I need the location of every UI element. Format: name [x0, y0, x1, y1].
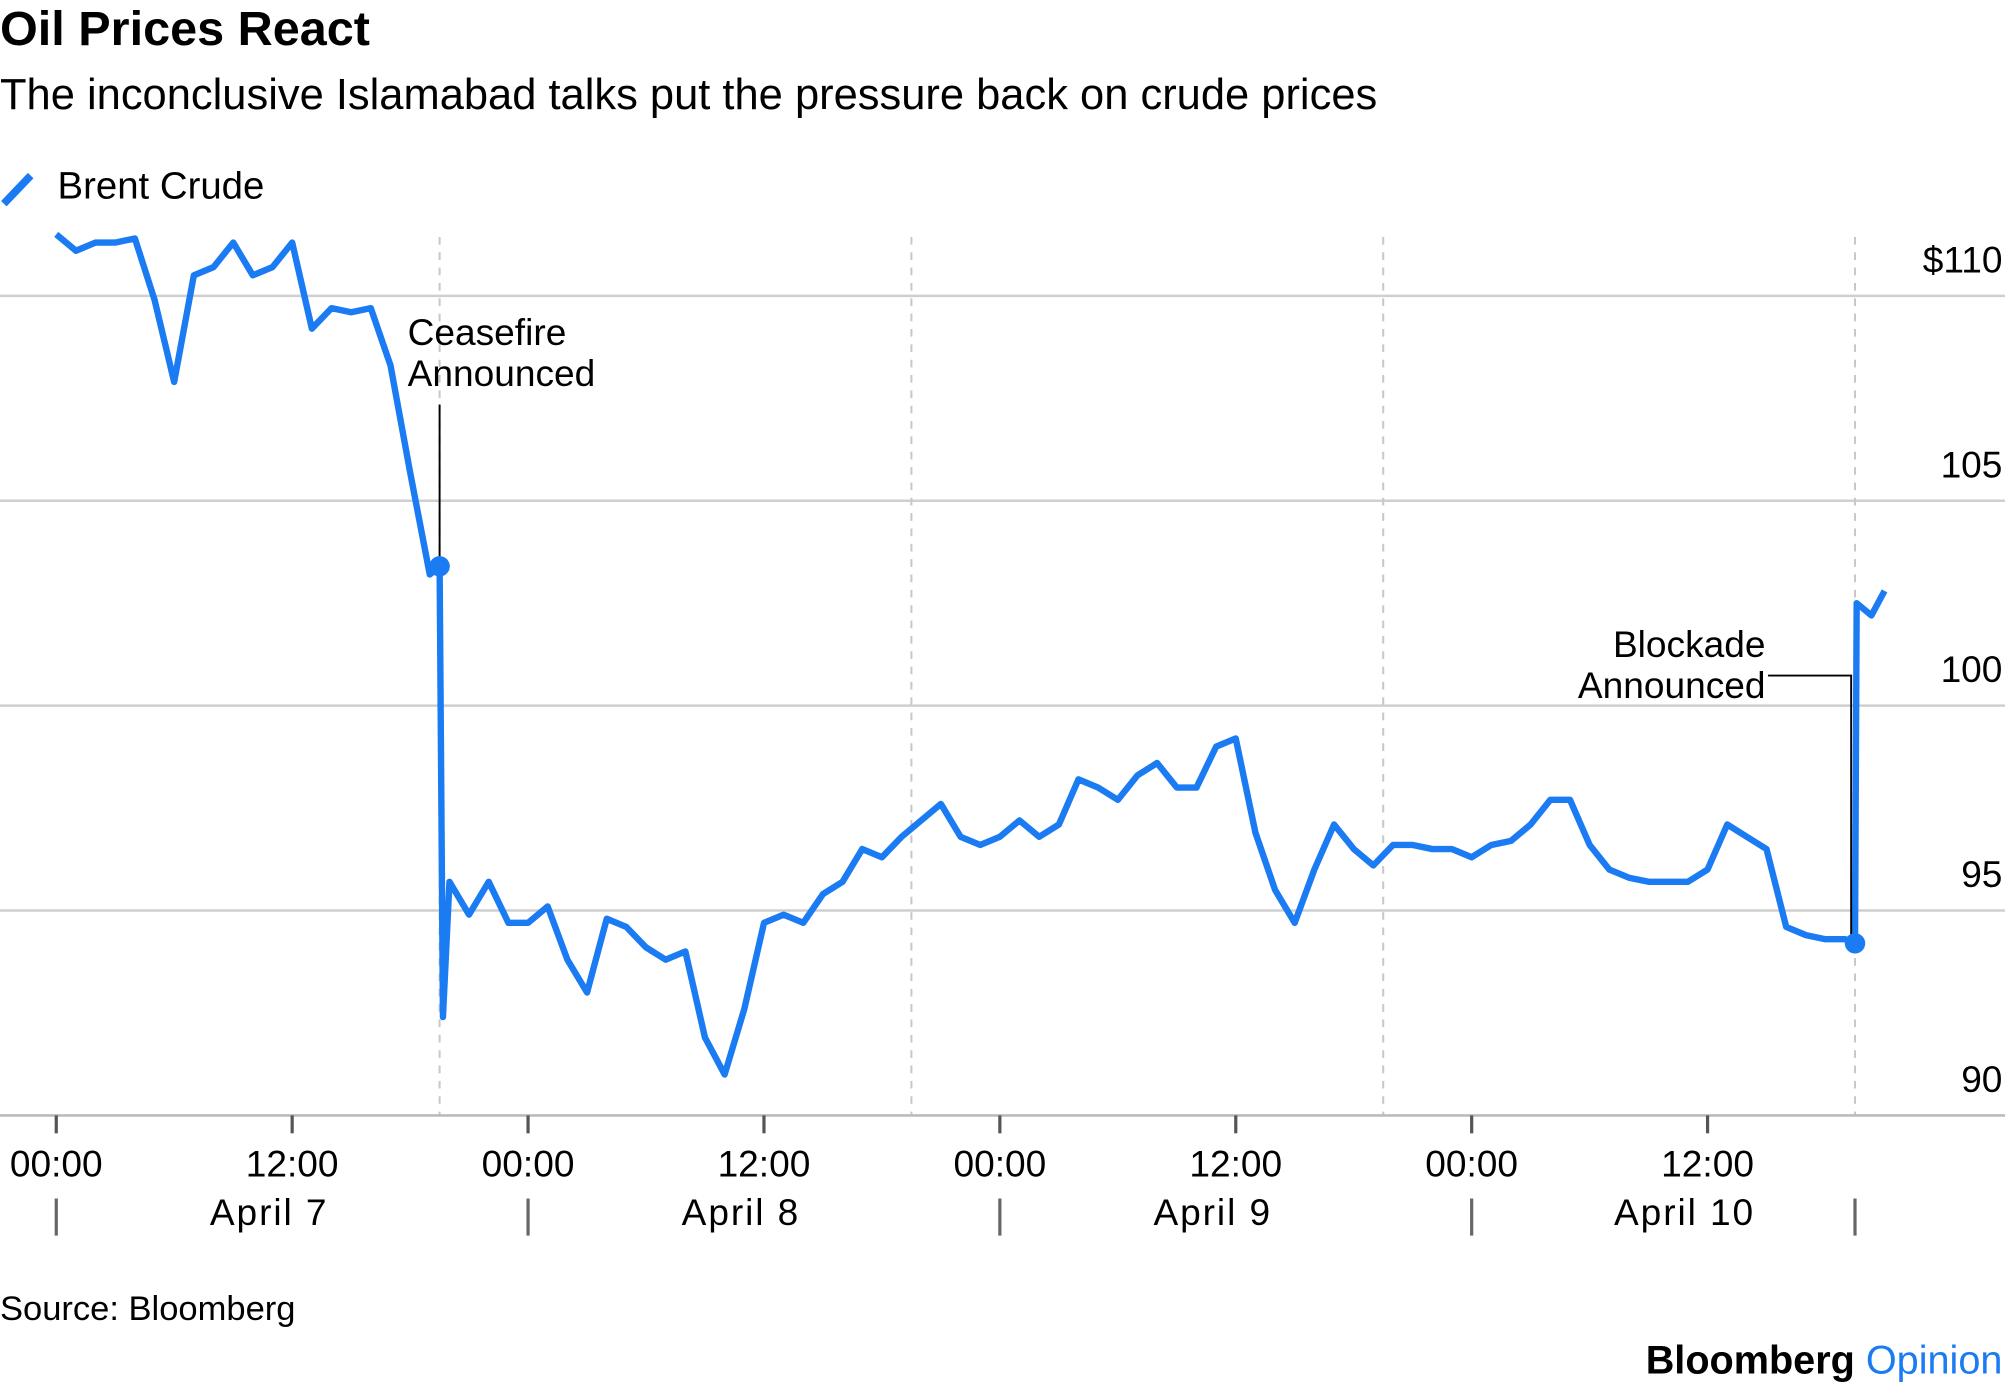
source: Source: Bloomberg — [0, 1290, 295, 1328]
x-tick-label: 00:00 — [10, 1142, 103, 1184]
legend-label: Brent Crude — [58, 164, 265, 207]
annotation-dot — [429, 556, 450, 577]
brand-name: Bloomberg — [1646, 1339, 1855, 1383]
legend-swatch — [1, 172, 34, 207]
annotation-text: Blockade — [1613, 623, 1766, 665]
x-tick-label: 12:00 — [1661, 1142, 1754, 1184]
y-tick-label: 100 — [1941, 648, 2003, 690]
y-tick-label: 90 — [1961, 1058, 2002, 1100]
annotation-dot — [1844, 933, 1866, 954]
day-label: April 7 — [210, 1191, 329, 1233]
x-tick-label: 00:00 — [482, 1142, 575, 1184]
annotation-leader — [1768, 674, 1853, 944]
brand: Bloomberg Opinion — [1646, 1339, 2003, 1383]
annotation-text: Announced — [1578, 664, 1766, 706]
brand-sub: Opinion — [1866, 1339, 2003, 1383]
x-tick-label: 00:00 — [953, 1142, 1046, 1184]
chart-subtitle: The inconclusive Islamabad talks put the… — [0, 71, 1377, 119]
annotation-text: Ceasefire — [408, 311, 567, 353]
y-tick-label: 105 — [1941, 443, 2003, 485]
x-tick-label: 12:00 — [1189, 1142, 1282, 1184]
x-tick-label: 00:00 — [1425, 1142, 1518, 1184]
y-tick-label: 95 — [1961, 853, 2002, 895]
day-label: April 8 — [682, 1191, 801, 1233]
day-label: April 9 — [1153, 1191, 1272, 1233]
x-tick-label: 12:00 — [718, 1142, 811, 1184]
chart-title: Oil Prices React — [0, 2, 370, 56]
annotation-text: Announced — [408, 352, 596, 394]
x-tick-label: 12:00 — [246, 1142, 339, 1184]
day-label: April 10 — [1614, 1191, 1755, 1233]
y-tick-label: $110 — [1923, 238, 2003, 280]
price-line — [54, 231, 1888, 1078]
